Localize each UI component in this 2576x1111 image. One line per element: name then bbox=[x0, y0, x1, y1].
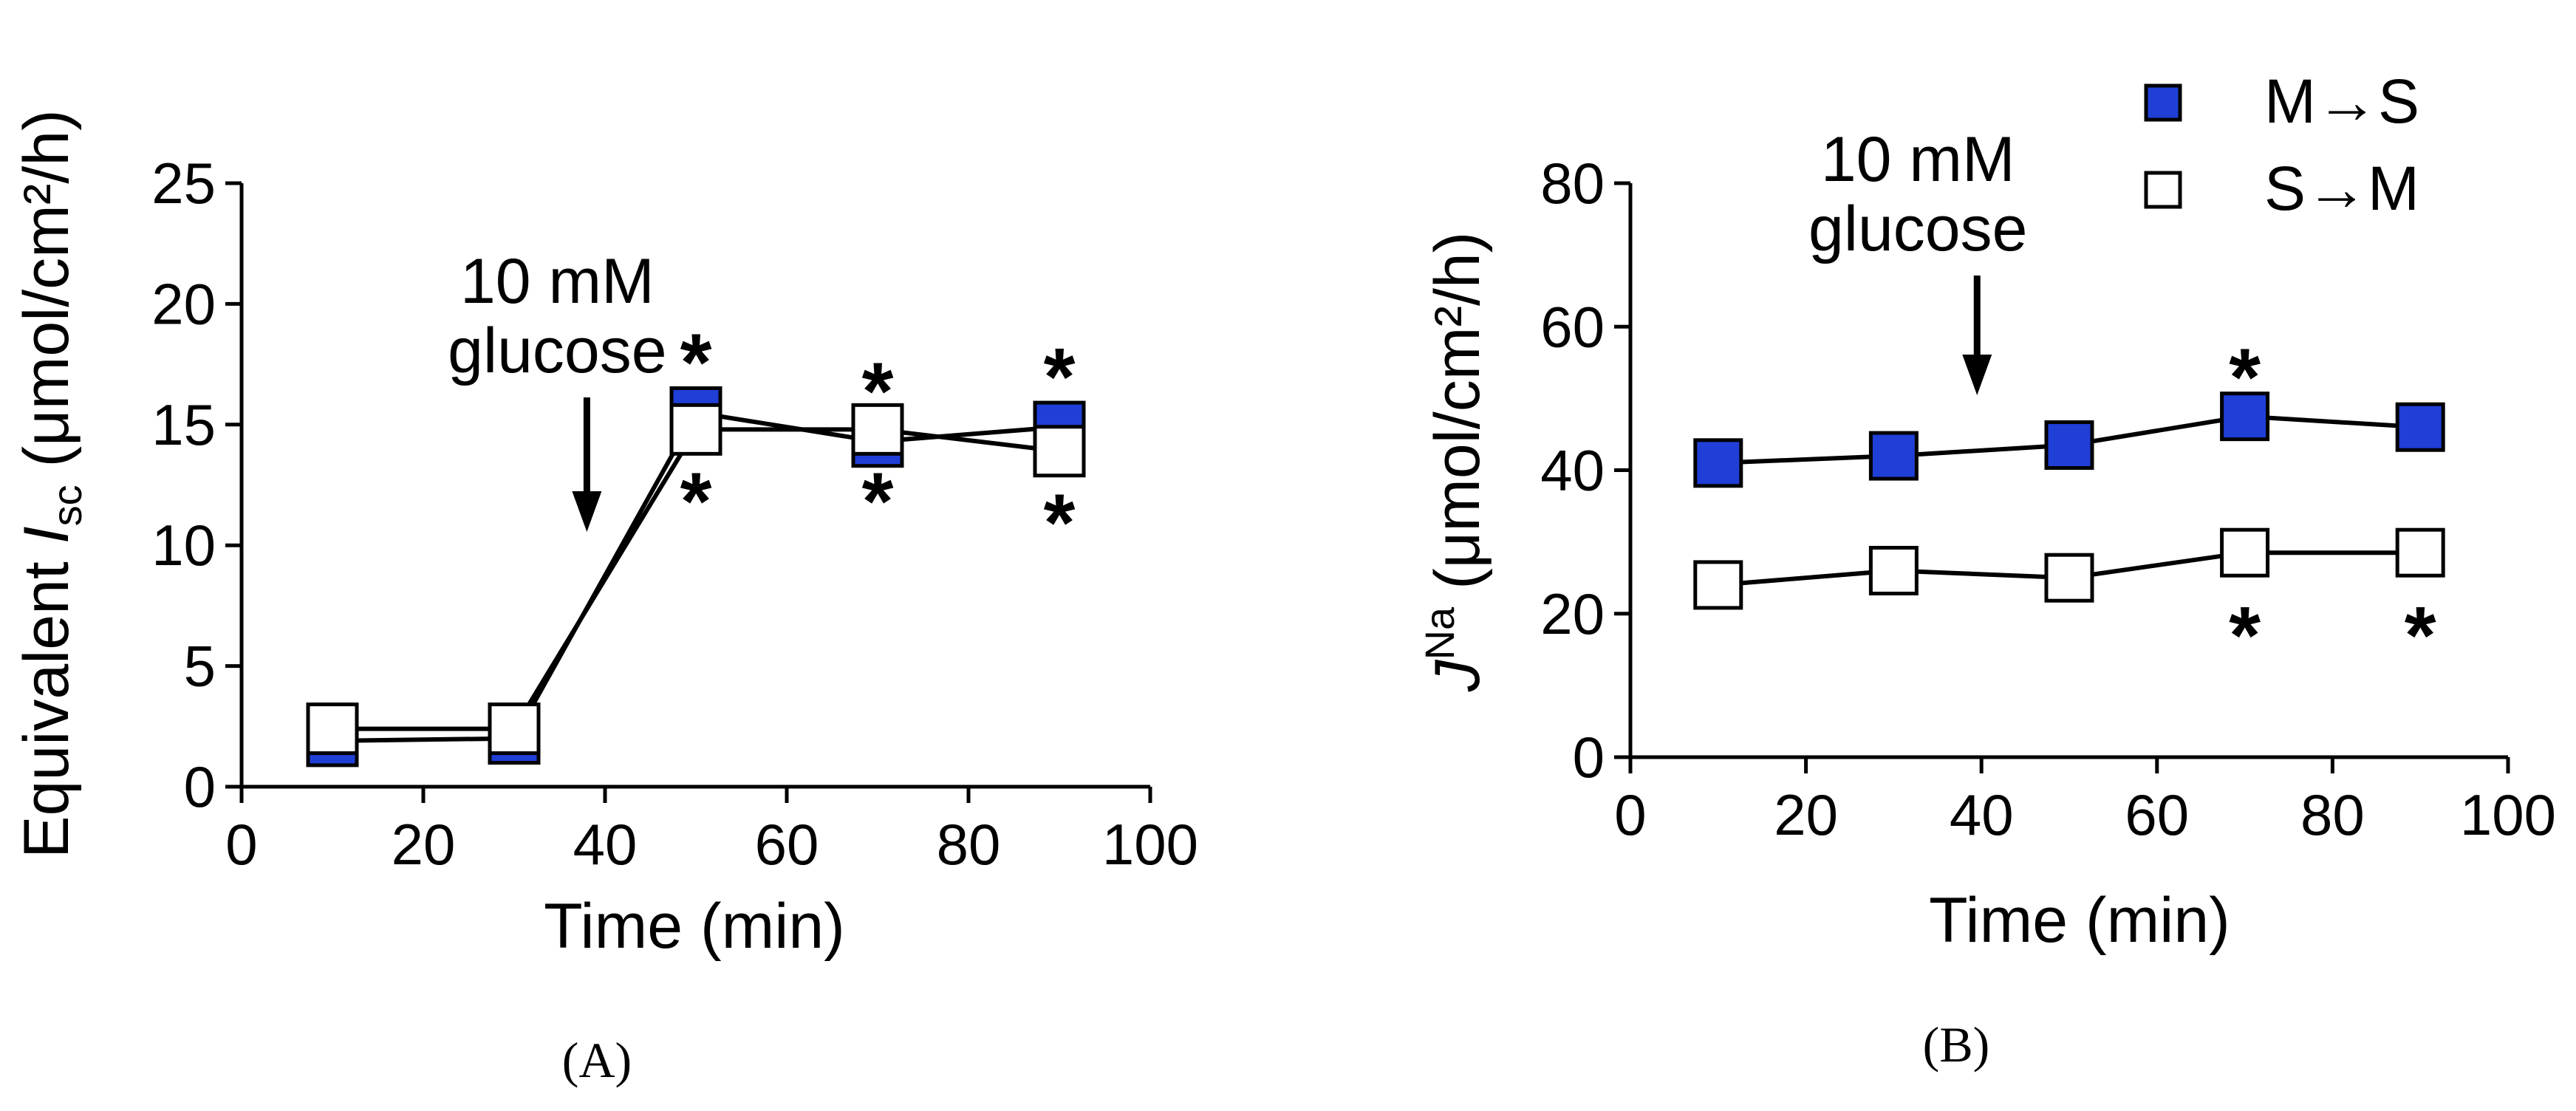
panel-b-y-title-sup: Na bbox=[1416, 606, 1463, 660]
panel-a-x-tick-label: 0 bbox=[225, 812, 257, 877]
panel-b-y-title-unit: (μmol/cm²/h) bbox=[1422, 232, 1493, 607]
panel-b-ticks: 0 20 40 60 80 100 0 20 40 60 80 bbox=[1540, 151, 2556, 847]
panel-a-annotation-line: glucose bbox=[448, 315, 666, 386]
panel-a-x-axis-title: Time (min) bbox=[544, 891, 845, 962]
panel-a-arrow-head bbox=[572, 491, 602, 532]
panel-b-series-0-marker bbox=[2044, 420, 2094, 471]
panel-a-series-1-marker bbox=[669, 403, 722, 456]
panel-b-series-1-marker bbox=[2044, 553, 2094, 603]
panel-b-annotation-line: glucose bbox=[1808, 194, 2027, 264]
panel-a-y-tick-label: 15 bbox=[151, 392, 216, 457]
panel-a-series-1-marker bbox=[306, 703, 359, 756]
panel-a-x-tick-label: 60 bbox=[755, 812, 819, 877]
panel-b-x-tick-label: 60 bbox=[2125, 782, 2189, 847]
panel-b-series-1-marker bbox=[1693, 560, 1743, 610]
panel-b-legend-label-0: M→S bbox=[2264, 66, 2419, 136]
panel-b-x-tick-label: 100 bbox=[2460, 782, 2556, 847]
panel-a-series-1-marker bbox=[1033, 425, 1086, 478]
panel-a-y-tick-label: 0 bbox=[184, 754, 216, 819]
panel-b-series-1-marker bbox=[1868, 545, 1919, 595]
panel-b-y-tick-label: 80 bbox=[1540, 151, 1605, 216]
panel-b-x-tick-label: 20 bbox=[1774, 782, 1838, 847]
panel-b-legend-swatch-0 bbox=[2144, 83, 2182, 122]
panel-a-significance-star: * bbox=[862, 456, 894, 547]
panel-b-legend: M→S S→M bbox=[2144, 66, 2419, 223]
panel-b-series-0-marker bbox=[1693, 438, 1743, 488]
panel-b-significance-star: * bbox=[2229, 590, 2261, 681]
panel-a-series-1-marker bbox=[851, 403, 904, 456]
panel-a-y-tick-label: 10 bbox=[151, 513, 216, 578]
panel-b-y-title-italic: J bbox=[1422, 659, 1493, 692]
panel-a-label: (A) bbox=[562, 1032, 632, 1088]
panel-a-x-tick-label: 100 bbox=[1102, 812, 1198, 877]
panel-b-y-tick-label: 40 bbox=[1540, 438, 1605, 503]
panel-a-annotation-line: 10 mM bbox=[460, 246, 655, 317]
panel-a-significance-star: * bbox=[680, 456, 712, 547]
panel-a-ticks: 0 20 40 60 80 100 0 5 10 15 20 25 bbox=[151, 151, 1198, 877]
panel-b-y-tick-label: 60 bbox=[1540, 294, 1605, 359]
panel-a-y-title-italic: I bbox=[11, 526, 82, 544]
panel-b-x-tick-label: 80 bbox=[2300, 782, 2365, 847]
panel-a-x-tick-label: 20 bbox=[392, 812, 456, 877]
panel-b-series-0-marker bbox=[2395, 402, 2445, 452]
panel-b-series: * * * bbox=[1693, 332, 2445, 681]
panel-b-y-tick-label: 20 bbox=[1540, 581, 1605, 646]
panel-a-series: * * ** * * bbox=[306, 317, 1086, 768]
panel-b-series-1-marker bbox=[2395, 527, 2445, 578]
panel-a-series-1-marker bbox=[488, 703, 541, 756]
panel-a-axes bbox=[239, 183, 1150, 789]
panel-b-arrow-head bbox=[1962, 355, 1992, 395]
panel-b-label: (B) bbox=[1923, 1016, 1990, 1073]
panel-b-y-tick-label: 0 bbox=[1573, 725, 1605, 790]
panel-b-axes bbox=[1628, 183, 2508, 759]
panel-a-y-tick-label: 25 bbox=[151, 151, 216, 216]
panel-b-annotation-line: 10 mM bbox=[1821, 124, 2015, 195]
panel-b-x-tick-label: 0 bbox=[1614, 782, 1646, 847]
panel-b-series-0-marker bbox=[1868, 431, 1919, 481]
panel-b-legend-swatch-1 bbox=[2144, 171, 2182, 209]
panel-a-significance-star: * bbox=[1044, 332, 1076, 423]
panel-b-x-tick-label: 40 bbox=[1950, 782, 2014, 847]
panel-a-y-title-sub: sc bbox=[44, 485, 90, 526]
panel-b-x-axis-title: Time (min) bbox=[1929, 885, 2230, 956]
panel-a-y-tick-label: 5 bbox=[184, 634, 216, 699]
panel-b-series-1-marker bbox=[2220, 527, 2270, 578]
panel-b-series-0-marker bbox=[2220, 392, 2270, 442]
panel-a-y-axis-title: Equivalent Isc (μmol/cm²/h) bbox=[11, 109, 90, 858]
panel-b-legend-label-1: S→M bbox=[2264, 154, 2419, 223]
panel-b-y-axis-title: JNa (μmol/cm²/h) bbox=[1416, 232, 1493, 693]
panel-b-significance-star: * bbox=[2229, 332, 2261, 423]
panel-a-x-tick-label: 40 bbox=[573, 812, 638, 877]
panel-a-y-tick-label: 20 bbox=[151, 271, 216, 336]
panel-a-y-title-main: Equivalent bbox=[11, 544, 82, 858]
panel-a-x-tick-label: 80 bbox=[937, 812, 1001, 877]
panel-a-y-title-unit: (μmol/cm²/h) bbox=[11, 109, 82, 485]
panel-a-significance-star: * bbox=[680, 317, 712, 408]
panel-b-significance-star: * bbox=[2405, 590, 2436, 681]
panel-a-significance-star: * bbox=[1044, 478, 1076, 569]
